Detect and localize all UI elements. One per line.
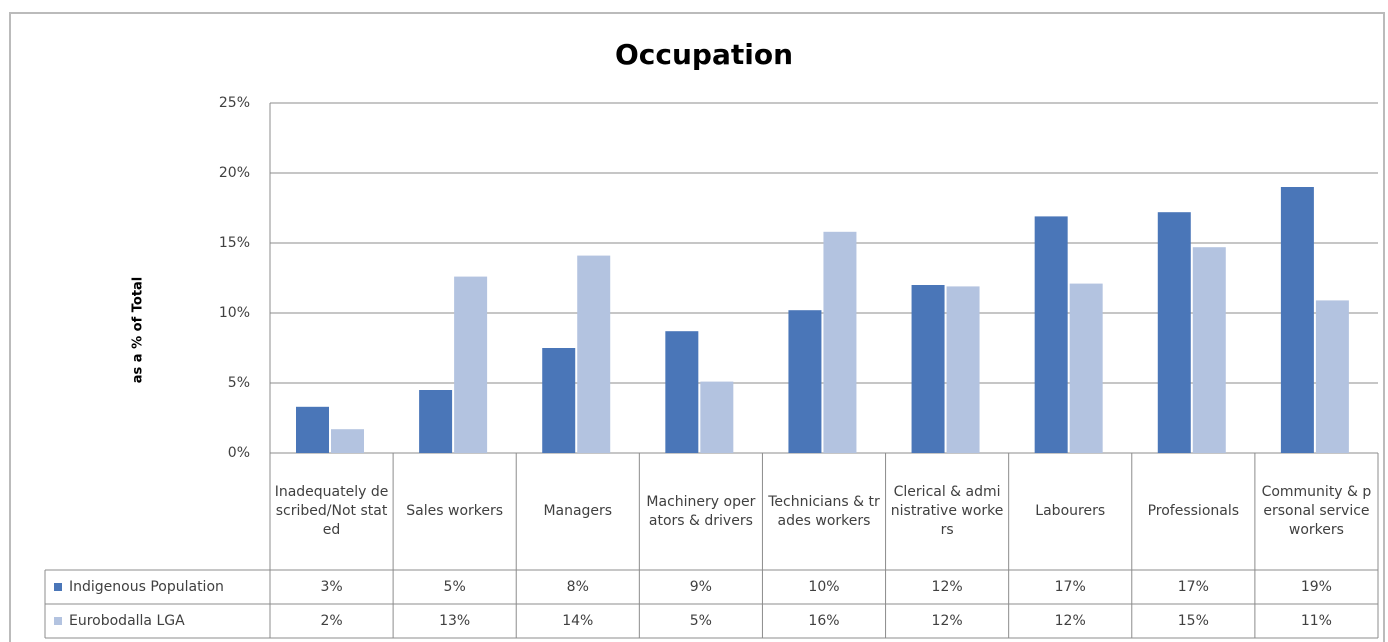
- data-table-value: 5%: [443, 578, 466, 595]
- bar: [1069, 283, 1103, 453]
- data-table-value: 12%: [931, 578, 963, 595]
- data-table-value: 15%: [1177, 612, 1209, 629]
- bar: [1192, 247, 1226, 453]
- x-category-label: Sales workers: [406, 503, 504, 519]
- x-category-label: Inadequately described/Not stated: [274, 484, 389, 538]
- x-category-label: Labourers: [1035, 503, 1106, 519]
- y-tick-label: 10%: [219, 305, 250, 321]
- bar: [331, 429, 364, 453]
- y-axis-label: as a % of Total: [131, 277, 146, 384]
- y-tick-label: 0%: [228, 445, 250, 461]
- data-table-value: 14%: [562, 612, 594, 629]
- data-table-value: 2%: [320, 612, 343, 629]
- data-table-value: 12%: [931, 612, 963, 629]
- bar: [1280, 187, 1314, 453]
- x-category-label: Community & personal service workers: [1261, 484, 1372, 538]
- bar: [665, 331, 699, 453]
- data-table-value: 17%: [1177, 578, 1209, 595]
- legend-label: Eurobodalla LGA: [69, 612, 185, 629]
- data-table-value: 3%: [320, 578, 343, 595]
- bar: [700, 381, 734, 453]
- legend-label: Indigenous Population: [69, 578, 224, 595]
- legend-swatch: [54, 617, 62, 625]
- y-tick-label: 15%: [219, 235, 250, 251]
- data-table-value: 17%: [1054, 578, 1086, 595]
- data-table-value: 10%: [808, 578, 840, 595]
- data-table-value: 8%: [566, 578, 589, 595]
- bar: [577, 255, 611, 453]
- legend-swatch: [54, 583, 62, 591]
- data-table-value: 9%: [689, 578, 712, 595]
- data-table-value: 13%: [439, 612, 471, 629]
- x-category-label: Professionals: [1147, 503, 1240, 519]
- y-tick-label: 20%: [219, 165, 250, 181]
- bar: [1034, 216, 1068, 453]
- bar: [1315, 300, 1349, 453]
- y-tick-label: 5%: [228, 375, 250, 391]
- x-category-label: Machinery operators & drivers: [646, 493, 756, 529]
- bar: [419, 390, 453, 453]
- data-table-value: 11%: [1300, 612, 1332, 629]
- bar: [542, 348, 576, 453]
- bar: [296, 406, 329, 453]
- bar: [911, 285, 945, 453]
- bar: [1157, 212, 1191, 453]
- data-table-value: 12%: [1054, 612, 1086, 629]
- data-table-value: 16%: [808, 612, 840, 629]
- bar: [823, 231, 857, 453]
- x-category-label: Clerical & administrative workers: [890, 484, 1004, 538]
- bar: [454, 276, 488, 453]
- chart-title: Occupation: [615, 38, 793, 71]
- y-tick-label: 25%: [219, 95, 250, 111]
- bar: [788, 310, 822, 453]
- bar: [946, 286, 980, 453]
- data-table-value: 19%: [1300, 578, 1332, 595]
- x-category-label: Managers: [543, 503, 613, 519]
- x-category-label: Technicians & trades workers: [768, 493, 880, 529]
- chart-border: [9, 12, 1385, 642]
- data-table-value: 5%: [689, 612, 712, 629]
